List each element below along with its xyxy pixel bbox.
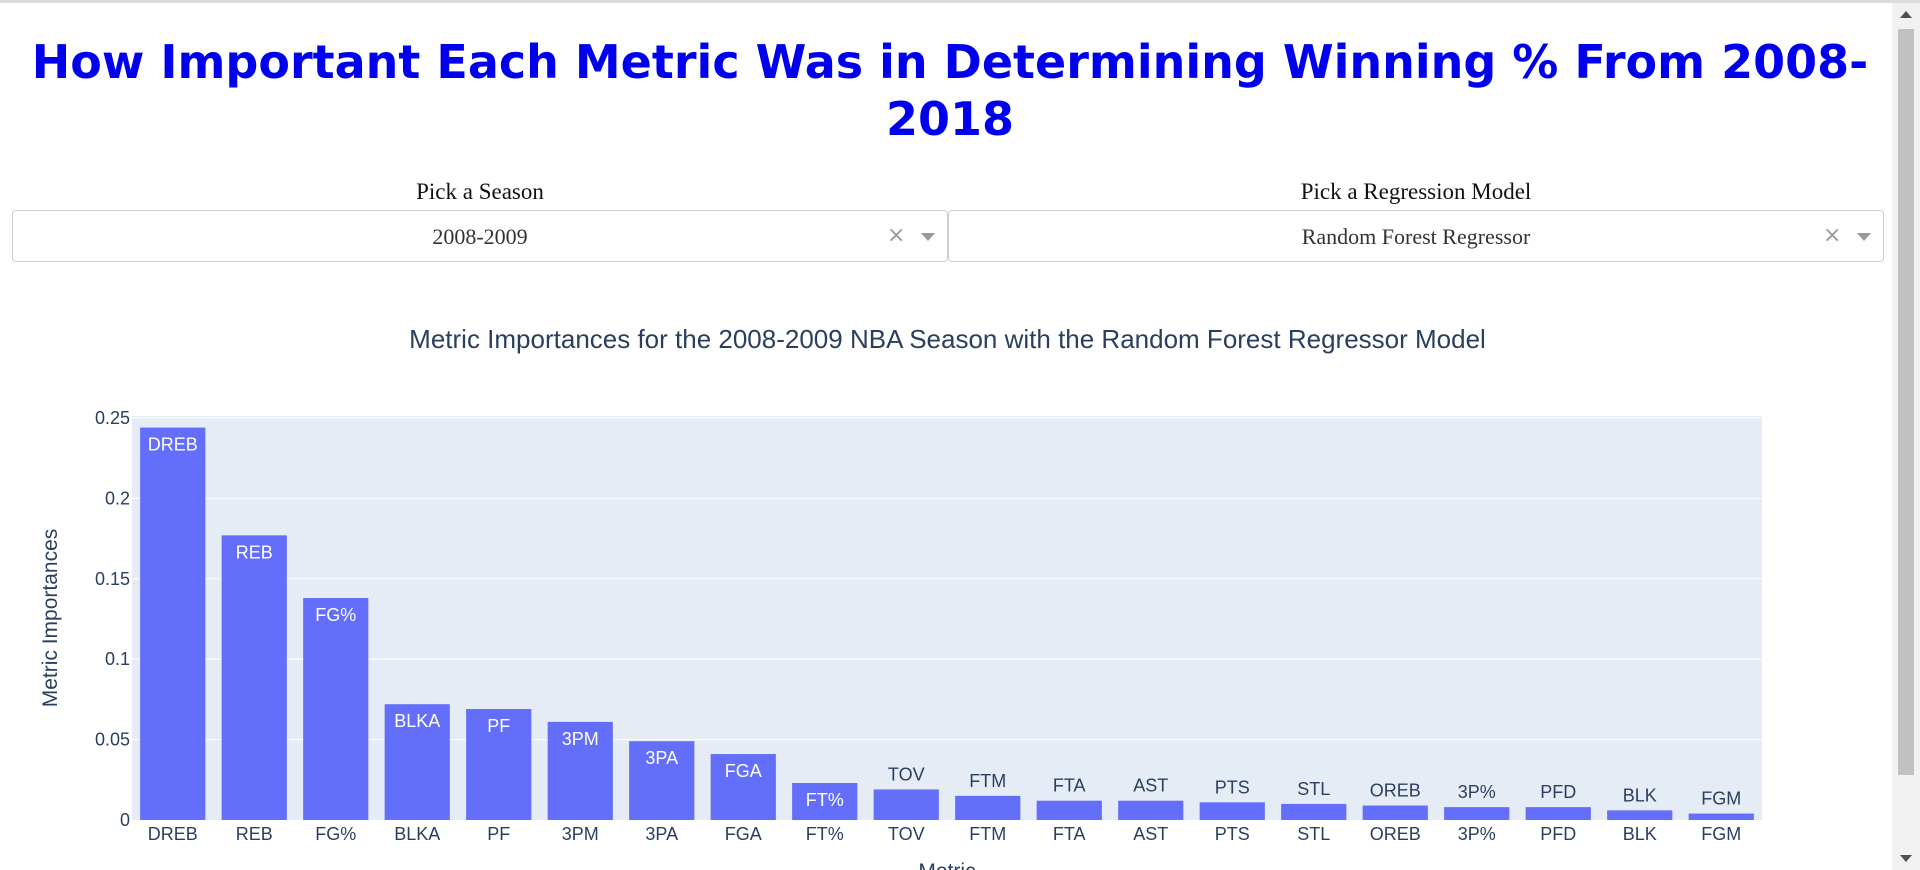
bar — [873, 789, 939, 820]
scrollbar-thumb[interactable] — [1898, 29, 1914, 775]
x-tick-label: FGM — [1701, 824, 1741, 844]
x-tick-label: FT% — [806, 824, 844, 844]
clear-icon[interactable]: × — [1823, 223, 1842, 248]
season-selected-value: 2008-2009 — [432, 224, 528, 249]
bar-data-label: PTS — [1215, 777, 1250, 797]
x-tick-label: PF — [487, 824, 510, 844]
chevron-down-icon[interactable] — [921, 233, 935, 241]
model-label: Pick a Regression Model — [1300, 179, 1532, 204]
bar — [1444, 807, 1510, 820]
bar-data-label: 3PA — [645, 748, 678, 768]
x-tick-label: PTS — [1215, 824, 1250, 844]
clear-icon[interactable]: × — [887, 223, 906, 248]
bar — [792, 783, 858, 820]
model-selected-value: Random Forest Regressor — [1301, 224, 1531, 249]
bar — [1362, 805, 1428, 820]
scroll-down-icon[interactable] — [1900, 855, 1912, 862]
bar — [303, 598, 369, 820]
x-tick-label: OREB — [1370, 824, 1421, 844]
bar-data-label: FGM — [1701, 789, 1741, 809]
bar — [466, 709, 532, 820]
bar-data-label: FTA — [1053, 776, 1086, 796]
bar-data-label: REB — [236, 542, 273, 562]
y-tick-label: 0.25 — [95, 408, 130, 428]
bar-data-label: AST — [1133, 776, 1168, 796]
season-picker: Pick a Season 2008-2009 × — [12, 178, 948, 262]
bar-data-label: 3PM — [562, 729, 599, 749]
chevron-down-icon[interactable] — [1857, 233, 1871, 241]
x-tick-label: FG% — [315, 824, 356, 844]
season-dropdown[interactable]: 2008-2009 × — [12, 210, 948, 262]
bar — [955, 795, 1021, 820]
bar-data-label: DREB — [148, 435, 198, 455]
y-tick-label: 0.2 — [105, 488, 130, 508]
bar — [384, 704, 450, 820]
scroll-up-icon[interactable] — [1900, 11, 1912, 18]
vertical-scrollbar[interactable] — [1892, 3, 1920, 870]
bar-data-label: 3P% — [1458, 782, 1496, 802]
bar-data-label: FT% — [806, 790, 844, 810]
bar — [221, 535, 287, 820]
x-tick-label: 3PA — [645, 824, 678, 844]
season-label: Pick a Season — [416, 179, 544, 204]
bar-data-label: TOV — [888, 764, 925, 784]
bar-data-label: BLKA — [394, 711, 440, 731]
bar — [1525, 807, 1591, 820]
bar — [1607, 810, 1673, 820]
y-axis-title: Metric Importances — [39, 529, 62, 708]
x-tick-label: DREB — [148, 824, 198, 844]
bar — [1036, 800, 1102, 820]
x-tick-label: BLKA — [394, 824, 440, 844]
bar — [1688, 813, 1754, 820]
bar-data-label: PF — [487, 716, 510, 736]
bar — [1118, 800, 1184, 820]
y-tick-label: 0.15 — [95, 569, 130, 589]
model-picker: Pick a Regression Model Random Forest Re… — [948, 178, 1884, 262]
x-tick-label: FTA — [1053, 824, 1086, 844]
chart-title: Metric Importances for the 2008-2009 NBA… — [409, 324, 1486, 354]
bar — [547, 721, 613, 820]
bar — [629, 741, 695, 820]
x-tick-label: PFD — [1540, 824, 1576, 844]
page-title: How Important Each Metric Was in Determi… — [31, 35, 1869, 146]
y-tick-label: 0.05 — [95, 730, 130, 750]
bar — [1281, 803, 1347, 820]
y-tick-label: 0 — [120, 810, 130, 830]
x-tick-label: 3P% — [1458, 824, 1496, 844]
x-tick-label: 3PM — [562, 824, 599, 844]
bar-data-label: PFD — [1540, 782, 1576, 802]
x-tick-label: FGA — [725, 824, 762, 844]
x-tick-label: STL — [1297, 824, 1330, 844]
bar — [710, 754, 776, 820]
bar-data-label: OREB — [1370, 781, 1421, 801]
x-tick-label: REB — [236, 824, 273, 844]
bar-data-label: FTM — [969, 771, 1006, 791]
model-dropdown[interactable]: Random Forest Regressor × — [948, 210, 1884, 262]
x-tick-label: AST — [1133, 824, 1168, 844]
x-axis-title: Metric — [918, 860, 975, 870]
bar — [140, 427, 206, 820]
bar — [1199, 802, 1265, 820]
bar-data-label: FGA — [725, 761, 762, 781]
x-tick-label: BLK — [1623, 824, 1657, 844]
plot-background — [132, 416, 1762, 820]
x-tick-label: FTM — [969, 824, 1006, 844]
bar-data-label: STL — [1297, 779, 1330, 799]
window-top-border — [0, 0, 1920, 3]
x-tick-label: TOV — [888, 824, 925, 844]
bar-data-label: BLK — [1623, 785, 1657, 805]
y-tick-label: 0.1 — [105, 649, 130, 669]
bar-data-label: FG% — [315, 605, 356, 625]
